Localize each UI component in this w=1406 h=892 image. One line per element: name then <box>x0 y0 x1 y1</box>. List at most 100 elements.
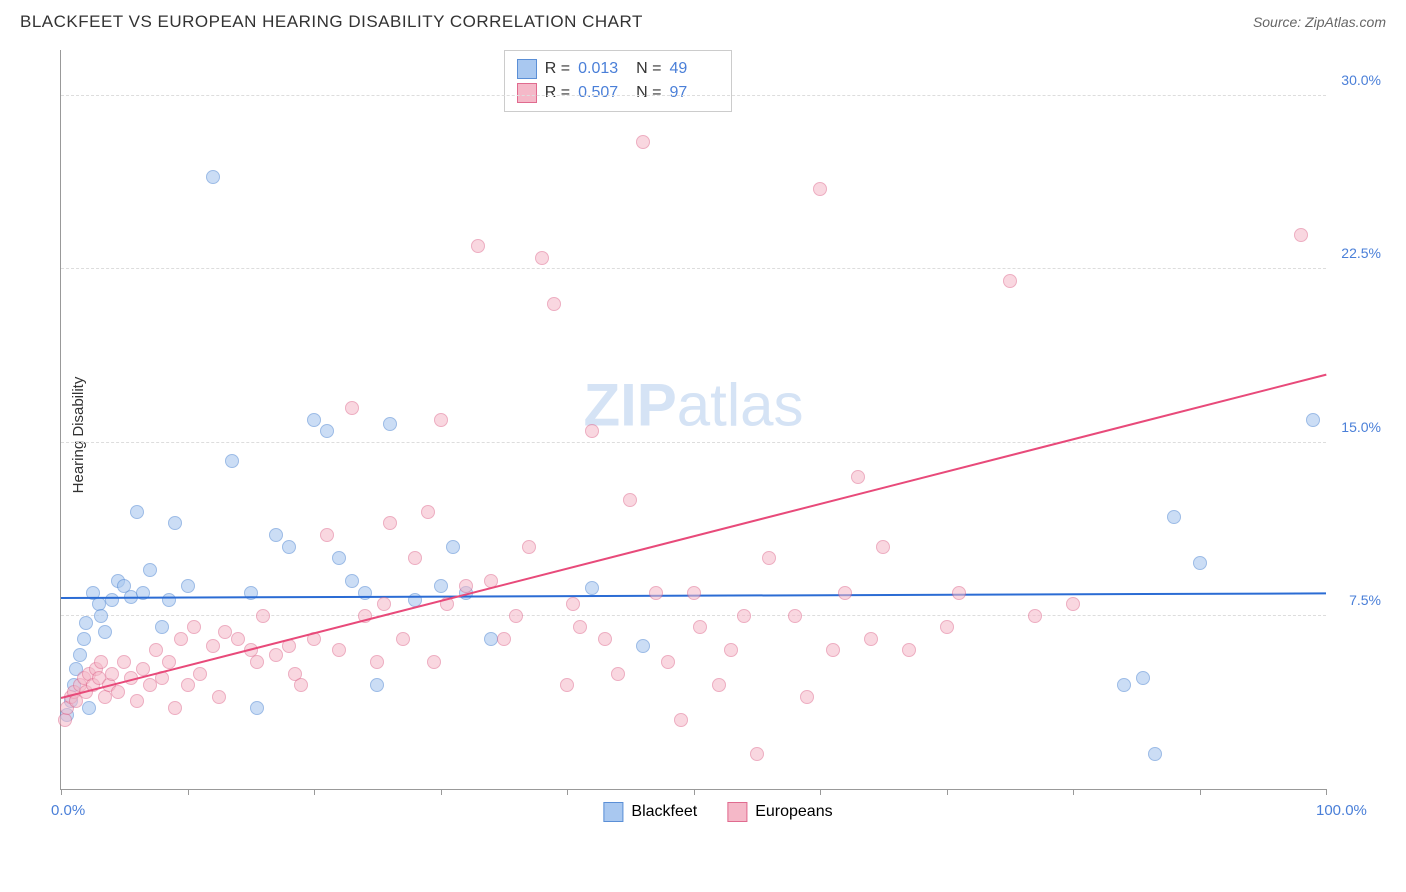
x-tick-mark <box>1326 789 1327 795</box>
scatter-point <box>611 667 625 681</box>
scatter-point <box>661 655 675 669</box>
scatter-point <box>788 609 802 623</box>
y-tick-label: 7.5% <box>1349 592 1381 608</box>
scatter-point <box>851 470 865 484</box>
scatter-point <box>250 701 264 715</box>
scatter-point <box>573 620 587 634</box>
stats-row: R =0.507N =97 <box>517 81 720 105</box>
scatter-point <box>693 620 707 634</box>
scatter-point <box>162 593 176 607</box>
x-axis-label: 0.0% <box>51 802 85 819</box>
scatter-point <box>497 632 511 646</box>
scatter-point <box>408 551 422 565</box>
scatter-point <box>117 655 131 669</box>
scatter-point <box>111 685 125 699</box>
scatter-point <box>332 551 346 565</box>
scatter-point <box>1294 228 1308 242</box>
scatter-point <box>427 655 441 669</box>
scatter-point <box>345 574 359 588</box>
scatter-point <box>800 690 814 704</box>
gridline <box>61 442 1326 443</box>
scatter-point <box>320 528 334 542</box>
scatter-point <box>737 609 751 623</box>
x-tick-mark <box>188 789 189 795</box>
scatter-point <box>231 632 245 646</box>
scatter-point <box>813 182 827 196</box>
series-swatch <box>517 83 537 103</box>
scatter-point <box>256 609 270 623</box>
scatter-point <box>396 632 410 646</box>
scatter-point <box>1306 413 1320 427</box>
x-tick-mark <box>947 789 948 795</box>
scatter-point <box>168 516 182 530</box>
scatter-point <box>598 632 612 646</box>
legend-swatch <box>727 802 747 822</box>
scatter-point <box>434 413 448 427</box>
legend: BlackfeetEuropeans <box>603 802 832 822</box>
r-label: R = <box>545 60 570 78</box>
scatter-point <box>585 581 599 595</box>
n-label: N = <box>636 84 661 102</box>
header: BLACKFEET VS EUROPEAN HEARING DISABILITY… <box>0 0 1406 40</box>
scatter-point <box>206 639 220 653</box>
x-tick-mark <box>441 789 442 795</box>
scatter-point <box>143 678 157 692</box>
scatter-point <box>1003 274 1017 288</box>
scatter-point <box>952 586 966 600</box>
scatter-point <box>1117 678 1131 692</box>
scatter-point <box>181 678 195 692</box>
x-tick-mark <box>694 789 695 795</box>
scatter-point <box>370 678 384 692</box>
scatter-point <box>79 616 93 630</box>
scatter-point <box>876 540 890 554</box>
y-tick-label: 15.0% <box>1341 419 1381 435</box>
page-title: BLACKFEET VS EUROPEAN HEARING DISABILITY… <box>20 12 643 32</box>
n-value: 97 <box>669 84 719 102</box>
n-label: N = <box>636 60 661 78</box>
scatter-point <box>143 563 157 577</box>
scatter-point <box>105 667 119 681</box>
scatter-point <box>332 643 346 657</box>
scatter-point <box>130 505 144 519</box>
scatter-point <box>168 701 182 715</box>
scatter-point <box>162 655 176 669</box>
x-tick-mark <box>314 789 315 795</box>
scatter-point <box>547 297 561 311</box>
scatter-point <box>320 424 334 438</box>
scatter-point <box>434 579 448 593</box>
legend-item: Europeans <box>727 802 832 822</box>
scatter-point <box>73 648 87 662</box>
scatter-point <box>193 667 207 681</box>
chart-container: Hearing Disability ZIPatlas R =0.013N =4… <box>50 40 1386 830</box>
scatter-point <box>750 747 764 761</box>
gridline <box>61 615 1326 616</box>
scatter-point <box>370 655 384 669</box>
x-axis-label: 100.0% <box>1316 802 1367 819</box>
x-tick-mark <box>1200 789 1201 795</box>
scatter-point <box>377 597 391 611</box>
scatter-point <box>459 579 473 593</box>
r-value: 0.507 <box>578 84 628 102</box>
scatter-point <box>1167 510 1181 524</box>
scatter-point <box>269 528 283 542</box>
scatter-point <box>560 678 574 692</box>
plot-area: ZIPatlas R =0.013N =49R =0.507N =97 7.5%… <box>60 50 1326 790</box>
scatter-point <box>636 639 650 653</box>
scatter-point <box>345 401 359 415</box>
scatter-point <box>471 239 485 253</box>
scatter-point <box>762 551 776 565</box>
gridline <box>61 95 1326 96</box>
scatter-point <box>522 540 536 554</box>
scatter-point <box>383 516 397 530</box>
x-tick-mark <box>61 789 62 795</box>
scatter-point <box>421 505 435 519</box>
n-value: 49 <box>669 60 719 78</box>
scatter-point <box>585 424 599 438</box>
legend-label: Europeans <box>755 803 832 821</box>
scatter-point <box>838 586 852 600</box>
scatter-point <box>77 632 91 646</box>
scatter-point <box>446 540 460 554</box>
scatter-point <box>826 643 840 657</box>
watermark: ZIPatlas <box>583 370 803 439</box>
series-swatch <box>517 59 537 79</box>
